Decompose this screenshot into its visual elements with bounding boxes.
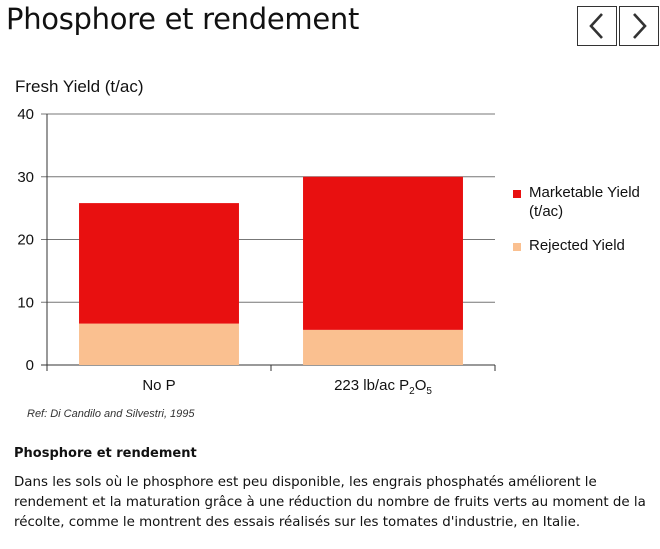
legend-label: Rejected Yield [529, 237, 625, 254]
legend: Marketable Yield (t/ac) Rejected Yield [513, 184, 640, 254]
x-tick-label: 223 lb/ac P2O5 [334, 377, 432, 397]
y-axis-label: Fresh Yield (t/ac) [15, 77, 144, 96]
page-title: Phosphore et rendement [6, 2, 360, 36]
source-reference: Ref: Di Candilo and Silvestri, 1995 [27, 408, 195, 420]
bar-segment [79, 203, 239, 324]
chevron-left-icon [589, 13, 603, 39]
next-button[interactable] [619, 6, 659, 46]
y-tick-label: 40 [17, 106, 34, 123]
bar-segment [303, 176, 463, 330]
legend-swatch [513, 243, 521, 251]
y-tick-label: 30 [17, 169, 34, 186]
y-tick-label: 10 [17, 294, 34, 311]
y-tick-label: 0 [26, 357, 34, 374]
legend-swatch [513, 190, 521, 198]
previous-button[interactable] [577, 6, 617, 46]
legend-label: Marketable Yield (t/ac) [529, 184, 640, 220]
bars [79, 176, 463, 365]
chevron-right-icon [633, 13, 647, 39]
x-tick-label: No P [142, 377, 175, 394]
y-tick-labels: 0 10 20 30 40 [17, 106, 34, 374]
bar-segment [303, 329, 463, 365]
yield-chart: 0 10 20 30 40 No P 223 lb/ac P2O5 Marketable … [15, 77, 640, 397]
section-heading: Phosphore et rendement [14, 446, 197, 461]
bar-segment [79, 323, 239, 365]
x-tick-labels: No P 223 lb/ac P2O5 [142, 377, 432, 397]
y-tick-label: 20 [17, 232, 34, 249]
description-paragraph: Dans les sols où le phosphore est peu di… [14, 475, 646, 530]
